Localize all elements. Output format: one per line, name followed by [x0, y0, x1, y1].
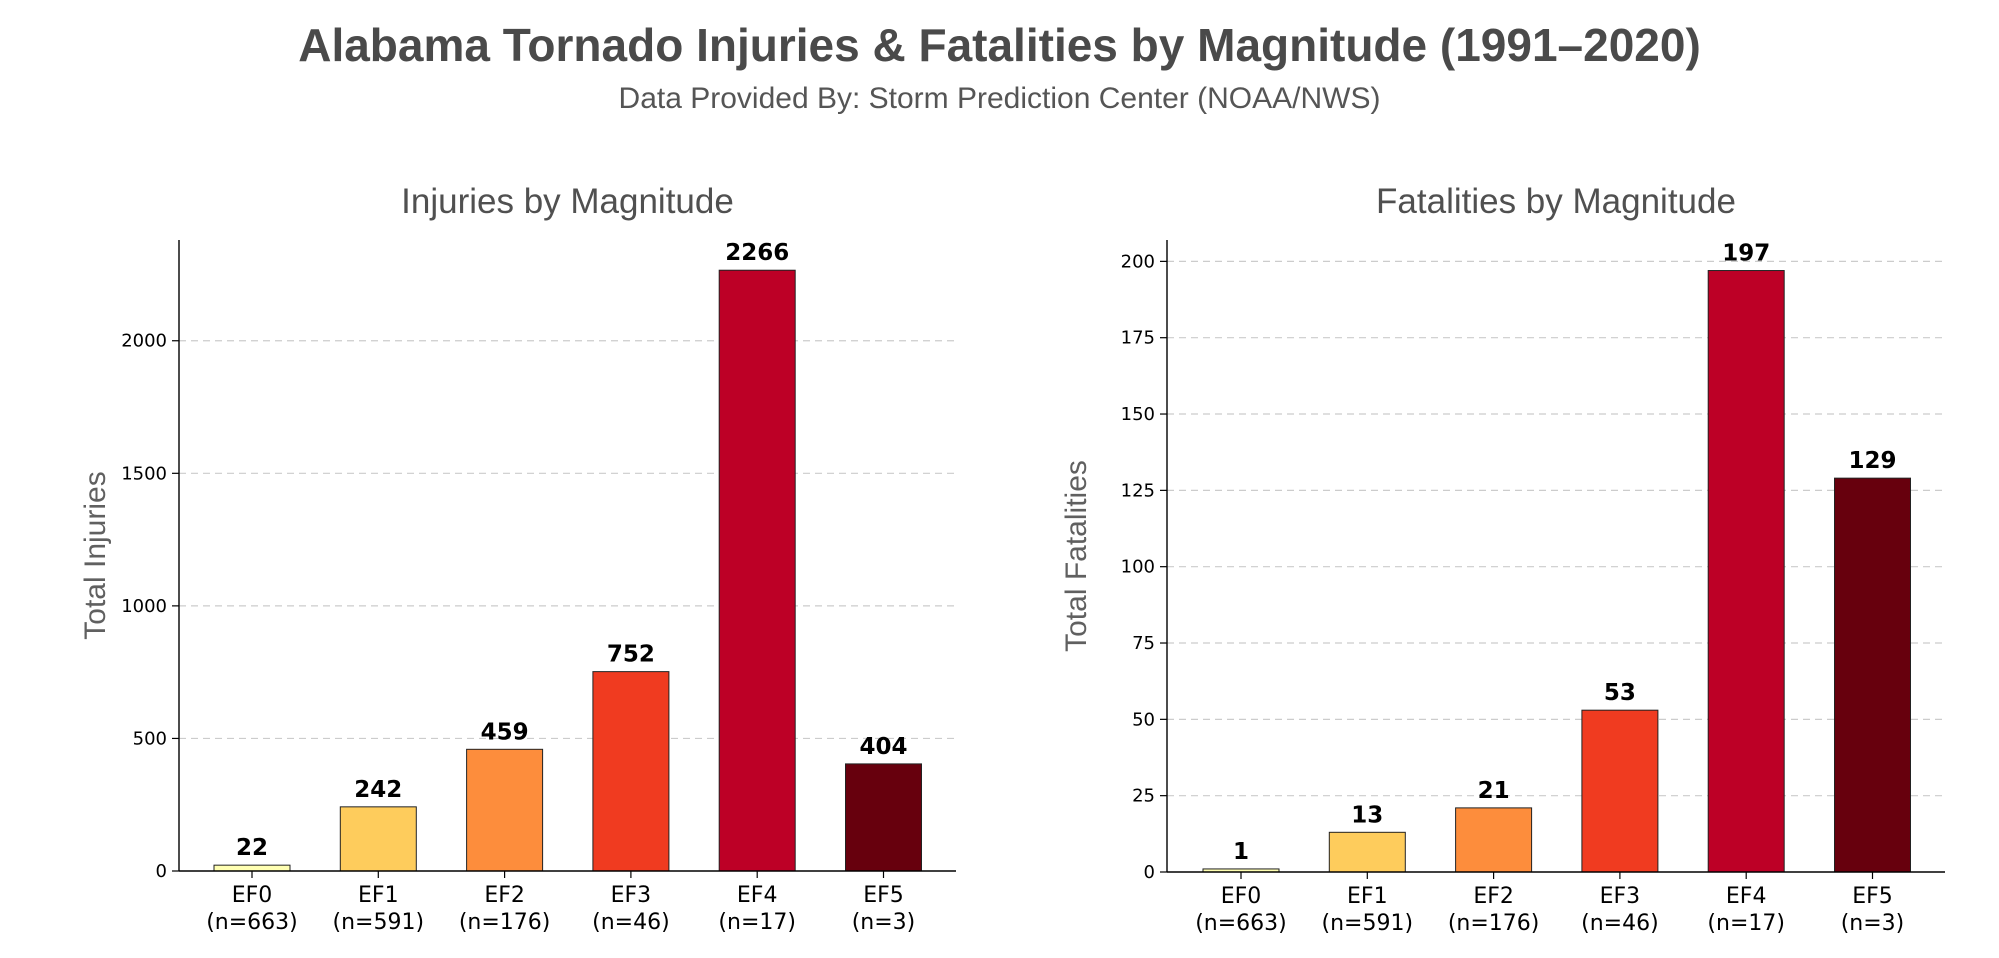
injuries-x-count-label: (n=176) [459, 910, 551, 935]
fatalities-x-count-label: (n=591) [1322, 911, 1414, 936]
fatalities-value-label: 53 [1604, 680, 1636, 706]
injuries-value-label: 459 [481, 719, 529, 745]
chart-title: Alabama Tornado Injuries & Fatalities by… [298, 19, 1701, 71]
fatalities-x-count-label: (n=663) [1195, 911, 1287, 936]
injuries-bar-ef1 [339, 806, 417, 872]
fatalities-y-tick-label: 175 [1121, 328, 1155, 349]
injuries-value-label: 242 [354, 777, 402, 803]
injuries-x-tick-label: EF2 [484, 883, 525, 908]
injuries-x-count-label: (n=663) [206, 910, 298, 935]
injuries-y-tick-label: 0 [156, 861, 167, 882]
fatalities-y-tick-label: 50 [1132, 709, 1155, 730]
fatalities-y-tick-label: 125 [1121, 480, 1155, 501]
injuries-value-label: 752 [607, 642, 655, 668]
injuries-bar-ef4 [718, 269, 796, 872]
fatalities-x-tick-label: EF0 [1221, 884, 1262, 909]
fatalities-bar-ef1 [1328, 831, 1406, 873]
fatalities-y-tick-label: 200 [1121, 251, 1155, 272]
injuries-bar-ef3 [592, 671, 670, 872]
fatalities-x-tick-label: EF2 [1473, 884, 1514, 909]
fatalities-value-label: 13 [1351, 802, 1383, 828]
fatalities-bar-ef2 [1455, 807, 1533, 873]
fatalities-bar-ef3 [1581, 709, 1659, 873]
injuries-y-axis-label: Total Injuries [79, 471, 112, 639]
injuries-x-tick-label: EF4 [737, 883, 778, 908]
injuries-x-count-label: (n=46) [592, 910, 670, 935]
fatalities-x-tick-label: EF5 [1852, 884, 1893, 909]
fatalities-panel-title: Fatalities by Magnitude [1376, 182, 1736, 221]
fatalities-bar-ef5 [1834, 477, 1911, 873]
fatalities-value-label: 21 [1478, 778, 1510, 804]
fatalities-y-tick-label: 100 [1121, 557, 1155, 578]
fatalities-x-count-label: (n=176) [1448, 911, 1540, 936]
fatalities-x-tick-label: EF4 [1726, 884, 1767, 909]
chart-subtitle: Data Provided By: Storm Prediction Cente… [618, 82, 1381, 115]
injuries-x-tick-label: EF1 [358, 883, 399, 908]
injuries-x-tick-label: EF5 [863, 883, 904, 908]
fatalities-x-tick-label: EF1 [1347, 884, 1388, 909]
injuries-x-count-label: (n=3) [852, 910, 916, 935]
injuries-value-label: 22 [236, 835, 268, 861]
injuries-panel: Injuries by Magnitude Total Injuries 0 500 1… [79, 182, 956, 935]
injuries-value-label: 404 [859, 734, 907, 760]
injuries-bar-ef5 [845, 763, 922, 872]
fatalities-value-label: 197 [1722, 241, 1770, 267]
injuries-panel-title: Injuries by Magnitude [401, 182, 734, 221]
fatalities-x-count-label: (n=17) [1707, 911, 1785, 936]
fatalities-x-count-label: (n=3) [1841, 911, 1905, 936]
injuries-bar-ef2 [466, 748, 544, 872]
fatalities-x-tick-label: EF3 [1600, 884, 1641, 909]
fatalities-y-tick-label: 25 [1132, 786, 1155, 807]
fatalities-bar-ef4 [1707, 270, 1785, 873]
fatalities-value-label: 129 [1848, 448, 1896, 474]
fatalities-y-tick-label: 75 [1132, 633, 1155, 654]
injuries-value-label: 2266 [725, 240, 789, 266]
injuries-bar-ef0 [213, 864, 291, 872]
injuries-y-tick-label: 1000 [121, 596, 167, 617]
fatalities-panel: Fatalities by Magnitude Total Fatalities 0… [1060, 182, 1945, 936]
fatalities-y-axis-label: Total Fatalities [1060, 460, 1093, 652]
fatalities-x-count-label: (n=46) [1581, 911, 1659, 936]
injuries-y-tick-label: 500 [133, 728, 167, 749]
fatalities-y-tick-label: 0 [1144, 862, 1155, 883]
injuries-x-tick-label: EF0 [232, 883, 273, 908]
fatalities-value-label: 1 [1233, 839, 1249, 865]
injuries-x-count-label: (n=591) [333, 910, 425, 935]
injuries-x-tick-label: EF3 [611, 883, 652, 908]
fatalities-y-tick-label: 150 [1121, 404, 1155, 425]
injuries-x-count-label: (n=17) [718, 910, 796, 935]
injuries-y-tick-label: 1500 [121, 463, 167, 484]
injuries-y-tick-label: 2000 [121, 331, 167, 352]
